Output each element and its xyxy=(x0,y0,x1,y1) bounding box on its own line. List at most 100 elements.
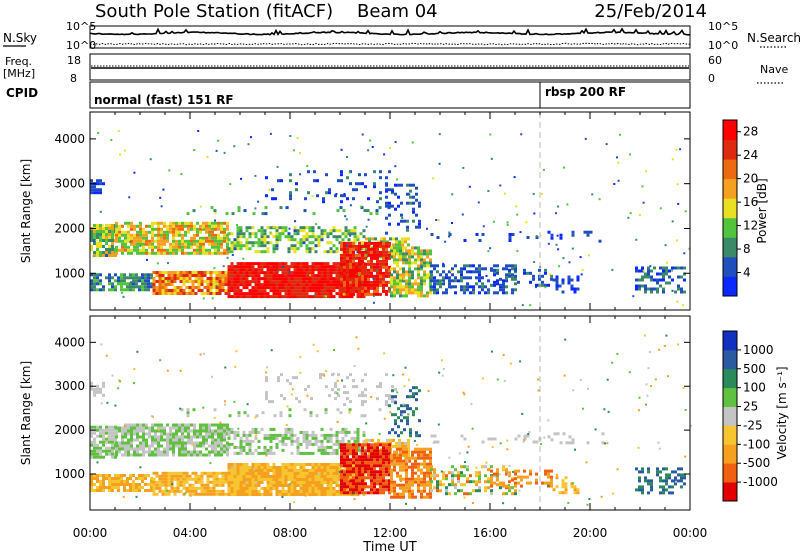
echo-cell xyxy=(302,262,306,266)
echo-cell xyxy=(650,287,653,291)
echo-cell xyxy=(436,288,439,292)
echo-cell xyxy=(269,274,273,278)
echo-cell xyxy=(346,262,349,266)
echo-cell xyxy=(223,423,226,427)
echo-cell xyxy=(314,283,318,287)
echo-cell xyxy=(561,479,565,483)
echo-cell xyxy=(547,469,550,473)
echo-cell xyxy=(278,481,282,484)
echo-cell xyxy=(457,270,460,274)
echo-cell xyxy=(405,471,408,475)
echo-cell xyxy=(302,463,306,466)
echo-cell xyxy=(182,292,186,295)
echo-cell xyxy=(514,277,517,281)
echo-cell xyxy=(379,464,382,468)
echo-cell xyxy=(385,241,388,245)
echo-cell xyxy=(358,182,361,186)
echo-speckle xyxy=(519,231,522,234)
echo-cell xyxy=(332,229,336,233)
echo-cell xyxy=(460,267,463,271)
echo-cell xyxy=(361,268,364,272)
echo-cell xyxy=(308,289,312,293)
echo-cell xyxy=(215,477,219,481)
echo-cell xyxy=(178,224,181,228)
echo-cell xyxy=(393,480,396,484)
echo-cell xyxy=(338,439,342,443)
echo-cell xyxy=(448,276,451,280)
echo-speckle xyxy=(485,275,488,277)
echo-cell xyxy=(284,286,288,290)
echo-cell xyxy=(260,475,264,478)
echo-cell xyxy=(644,272,647,276)
echo-cell xyxy=(314,436,318,440)
echo-cell xyxy=(245,286,249,290)
echo-cell xyxy=(499,288,502,292)
echo-cell xyxy=(385,464,388,468)
echo-cell xyxy=(340,455,343,459)
echo-cell xyxy=(185,271,189,274)
echo-cell xyxy=(502,267,505,271)
echo-cell xyxy=(323,280,327,284)
echo-cell xyxy=(653,278,656,282)
echo-cell xyxy=(230,490,234,493)
echo-cell xyxy=(164,480,168,484)
echo-cell xyxy=(337,373,340,377)
echo-cell xyxy=(320,469,324,472)
echo-cell xyxy=(281,436,285,440)
echo-cell xyxy=(644,287,647,291)
echo-cell xyxy=(352,455,355,459)
echo-cell xyxy=(133,426,136,430)
echo-cell xyxy=(346,292,349,296)
echo-cell xyxy=(638,470,641,474)
echo-speckle xyxy=(544,286,547,289)
echo-cell xyxy=(332,286,336,290)
echo-cell xyxy=(404,237,407,241)
echo-cell xyxy=(200,486,204,490)
echo-cell xyxy=(313,170,316,174)
echo-cell xyxy=(305,274,309,278)
echo-cell xyxy=(242,481,246,484)
echo-cell xyxy=(411,270,414,274)
y-tick-label: 4000 xyxy=(54,132,85,146)
echo-cell xyxy=(214,248,217,252)
echo-cell xyxy=(420,291,423,295)
echo-cell xyxy=(242,472,246,475)
echo-cell xyxy=(417,477,420,481)
echo-cell xyxy=(358,467,361,471)
echo-cell xyxy=(145,242,148,246)
echo-cell xyxy=(227,280,231,284)
echo-cell xyxy=(254,448,258,452)
echo-cell xyxy=(263,265,267,269)
echo-cell xyxy=(329,286,333,290)
echo-cell xyxy=(373,467,376,471)
echo-cell xyxy=(275,274,279,278)
echo-cell xyxy=(529,271,532,275)
echo-cell xyxy=(414,291,417,295)
echo-cell xyxy=(680,476,683,480)
echo-cell xyxy=(167,283,171,286)
echo-cell xyxy=(248,235,252,239)
echo-cell xyxy=(411,282,414,286)
echo-cell xyxy=(284,274,288,278)
echo-cell xyxy=(349,262,352,266)
echo-cell xyxy=(336,209,340,213)
echo-speckle xyxy=(451,222,453,224)
echo-cell xyxy=(154,447,157,451)
echo-cell xyxy=(505,264,508,268)
echo-cell xyxy=(308,268,312,272)
echo-cell xyxy=(346,491,349,495)
echo-cell xyxy=(269,475,273,478)
echo-cell xyxy=(382,259,385,263)
echo-cell xyxy=(242,439,246,443)
echo-cell xyxy=(142,239,145,243)
echo-cell xyxy=(251,451,255,455)
echo-cell xyxy=(367,280,370,284)
echo-cell xyxy=(215,474,219,478)
echo-cell xyxy=(320,229,324,233)
echo-cell xyxy=(96,245,99,248)
echo-cell xyxy=(429,471,432,475)
echo-cell xyxy=(388,268,391,272)
echo-cell xyxy=(379,449,382,453)
echo-cell xyxy=(401,240,404,244)
echo-cell xyxy=(275,265,279,269)
